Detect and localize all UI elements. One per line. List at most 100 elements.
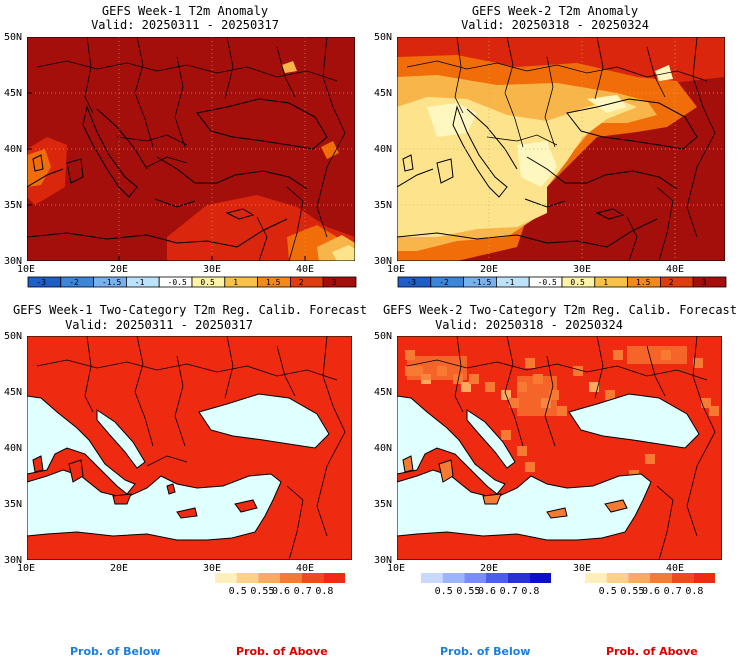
lat-label-35n: 35N xyxy=(4,499,23,510)
colorbar-box xyxy=(289,276,324,288)
lat-label-50n: 50N xyxy=(374,32,393,43)
colorbar-tick-label: -1.5 xyxy=(472,278,492,287)
lon-label-10e: 10E xyxy=(387,264,406,275)
colorbar-box xyxy=(594,276,629,288)
borders xyxy=(36,336,346,560)
colorbar-box xyxy=(236,573,259,583)
lon-label-20e: 20E xyxy=(110,264,129,275)
panel1-title: GEFS Week-1 T2m Anomaly xyxy=(101,4,269,18)
colorbar-tick-label: 3 xyxy=(331,278,337,287)
colorbar-box xyxy=(606,573,629,583)
lat-label-40n: 40N xyxy=(374,443,393,454)
lon-label-10e: 10E xyxy=(17,264,36,275)
prob-cell xyxy=(701,398,711,408)
colorbar-tick-label: 0.7 xyxy=(663,586,682,597)
prob-below-colorbar xyxy=(421,573,551,583)
colorbar-tick-label: 0.7 xyxy=(293,586,312,597)
anomaly-cream-spot-n xyxy=(655,65,673,81)
prob-region xyxy=(517,376,557,416)
lat-label-35n: 35N xyxy=(374,499,393,510)
prob-cell xyxy=(525,462,535,472)
anomaly-pale-patch xyxy=(332,245,355,261)
adriatic xyxy=(96,409,146,469)
colorbar-box xyxy=(323,573,345,583)
colorbar-tick-label: 0.5 xyxy=(598,586,617,597)
prob-cell xyxy=(509,398,519,408)
panel1-valid: Valid: 20250311 - 20250317 xyxy=(91,18,279,32)
borders xyxy=(406,37,716,261)
borders xyxy=(406,336,716,560)
colorbar-tick-label: 2 xyxy=(298,278,304,287)
map-week1-probability xyxy=(27,336,352,560)
colorbar-box xyxy=(650,573,672,583)
panel2-title: GEFS Week-2 T2m Anomaly xyxy=(471,4,639,18)
prob-cell xyxy=(709,406,719,416)
colorbar-tick-label: 0.5 xyxy=(228,586,247,597)
colorbar-tick-label: 0.55 xyxy=(250,586,275,597)
prob-cell xyxy=(613,350,623,360)
colorbar-box xyxy=(693,573,715,583)
colorbar-box xyxy=(507,573,530,583)
colorbar-tick-label: 1.5 xyxy=(636,278,651,287)
black-sea xyxy=(568,393,700,449)
prob-above-colorbar-1 xyxy=(215,573,345,583)
colorbar-tick-label: 0.8 xyxy=(315,586,334,597)
prob-cell xyxy=(605,390,615,400)
lat-label-45n: 45N xyxy=(4,387,23,398)
lat-label-40n: 40N xyxy=(4,443,23,454)
map-week2-probability xyxy=(397,336,722,560)
colorbar-tick-label: -0.5 xyxy=(167,278,187,287)
anomaly-orange-spot-ne xyxy=(321,141,339,159)
lat-label-30n: 30N xyxy=(374,555,393,566)
prob-cell xyxy=(461,382,471,392)
prob-cell xyxy=(485,382,495,392)
prob-above-colorbar-2 xyxy=(585,573,715,583)
colorbar-box xyxy=(421,573,443,583)
colorbar-box xyxy=(322,276,357,288)
colorbar-tick-label: -3 xyxy=(36,278,47,287)
colorbar-box xyxy=(692,276,727,288)
lat-label-40n: 40N xyxy=(374,144,393,155)
colorbar-box xyxy=(464,573,486,583)
colorbar-box xyxy=(671,573,694,583)
colorbar-tick-label: 0.55 xyxy=(456,586,481,597)
lon-label-20e: 20E xyxy=(480,563,499,574)
colorbar-tick-label: 0.5 xyxy=(570,278,585,287)
lat-label-50n: 50N xyxy=(4,331,23,342)
lat-label-45n: 45N xyxy=(4,88,23,99)
lat-label-35n: 35N xyxy=(4,200,23,211)
borders xyxy=(36,37,346,261)
colorbar-tick-label: 3 xyxy=(701,278,707,287)
colorbar-box xyxy=(301,573,324,583)
lat-label-30n: 30N xyxy=(374,256,393,267)
prob-cell xyxy=(525,358,535,368)
lon-label-10e: 10E xyxy=(17,563,36,574)
prob-cell xyxy=(589,382,599,392)
anomaly-light-spot-n xyxy=(282,61,297,73)
lat-ticks xyxy=(27,92,306,261)
colorbar-tick-label: -0.5 xyxy=(537,278,557,287)
lon-label-30e: 30E xyxy=(203,563,222,574)
prob-cell xyxy=(469,374,479,384)
colorbar-tick-label: 0.8 xyxy=(685,586,704,597)
anomaly-colorbar-1 xyxy=(27,276,357,288)
coastlines xyxy=(397,98,698,248)
adriatic xyxy=(466,409,516,469)
prob-cell xyxy=(501,430,511,440)
anomaly-cream-patch-balkans xyxy=(427,103,477,137)
prob-cell xyxy=(517,446,527,456)
coastlines xyxy=(27,98,328,248)
lon-label-20e: 20E xyxy=(480,264,499,275)
colorbar-tick-label: -2 xyxy=(69,278,79,287)
anomaly-colorbar-2 xyxy=(397,276,727,288)
panel4-valid: Valid: 20250318 - 20250324 xyxy=(435,318,623,332)
sea-mask xyxy=(397,393,700,541)
colorbar-box xyxy=(442,573,465,583)
lat-label-50n: 50N xyxy=(4,32,23,43)
colorbar-tick-label: 0.5 xyxy=(434,586,453,597)
lon-label-30e: 30E xyxy=(573,264,592,275)
colorbar-tick-label: 1 xyxy=(233,278,239,287)
panel3-title: GEFS Week-1 Two-Category T2m Reg. Calib.… xyxy=(12,303,367,317)
prob-cell xyxy=(693,358,703,368)
colorbar-tick-label: 0.55 xyxy=(620,586,645,597)
